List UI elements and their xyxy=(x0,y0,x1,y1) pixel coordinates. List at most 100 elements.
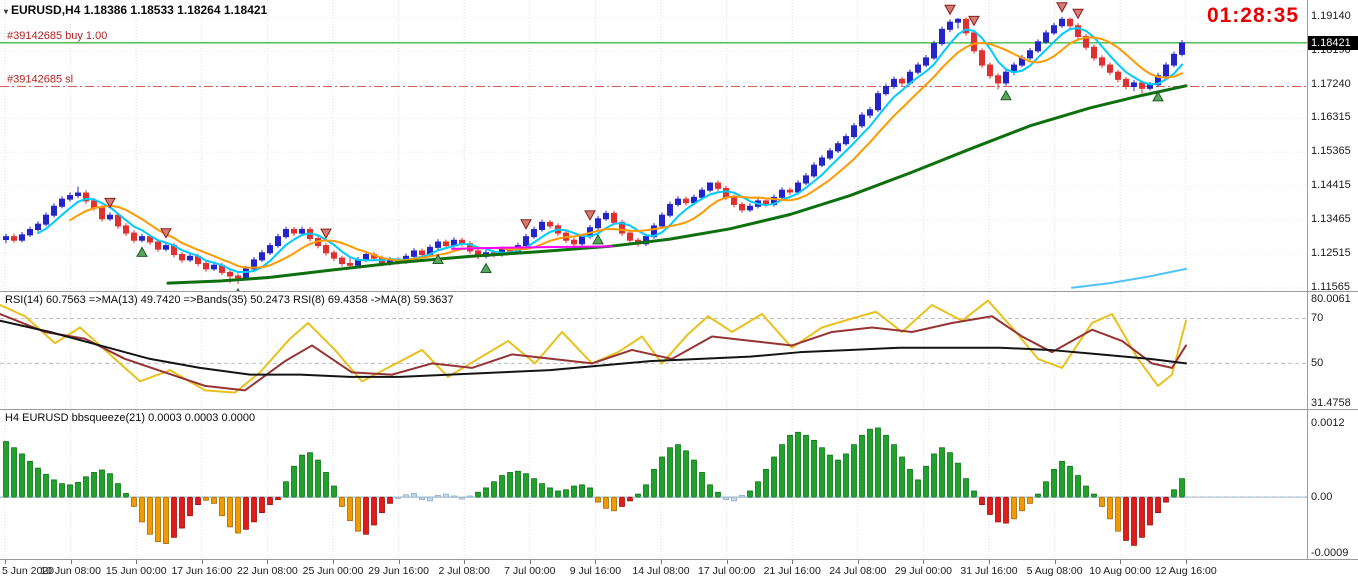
bbsqueeze-indicator-label: H4 EURUSD bbsqueeze(21) 0.0003 0.0003 0.… xyxy=(5,412,256,424)
time-label: 2 Jul 08:00 xyxy=(438,565,490,577)
time-tick xyxy=(595,560,597,564)
buy-signal-arrow-icon xyxy=(480,262,492,273)
sell-signal-arrow-icon xyxy=(1072,8,1084,20)
time-tick xyxy=(857,560,859,564)
sell-signal-arrow-icon xyxy=(968,15,980,27)
time-scale[interactable]: 5 Jun 2020 10 Jun 08:00 15 Jun 00:00 17 Jun… xyxy=(0,560,1358,581)
time-tick xyxy=(464,560,466,564)
time-label: 31 Jul 16:00 xyxy=(960,565,1018,577)
rsi-level-lines xyxy=(0,317,1307,364)
axis-separator xyxy=(0,559,1358,560)
time-label: 12 Aug 16:00 xyxy=(1154,565,1217,577)
buy-signal-arrow-icon xyxy=(236,287,240,291)
chart-symbol-label: EURUSD,H4 xyxy=(11,3,81,17)
time-label: 25 Jun 00:00 xyxy=(302,565,364,577)
time-tick xyxy=(529,560,531,564)
bbsqueeze-scale[interactable]: 0.0012 0.00 -0.0009 xyxy=(1307,410,1358,559)
sell-signal-arrow-icon xyxy=(1056,2,1068,13)
time-label: 24 Jul 08:00 xyxy=(829,565,887,577)
sell-signal-arrow-icon xyxy=(104,197,116,209)
buy-signal-arrow-icon xyxy=(1000,89,1012,101)
current-price-tag: 1.18421 xyxy=(1308,35,1358,50)
time-tick xyxy=(923,560,925,564)
rsi-panel: RSI(14) 60.7563 =>MA(13) 49.7420 =>Bands… xyxy=(0,292,1307,409)
sell-signal-arrow-icon xyxy=(160,228,172,239)
time-label: 15 Jun 00:00 xyxy=(105,565,167,577)
price-label: 1.11565 xyxy=(1311,280,1350,293)
chart-marker-icon: ▾ xyxy=(4,7,9,16)
time-label: 7 Jul 00:00 xyxy=(504,565,556,577)
price-label: 1.12515 xyxy=(1311,246,1351,259)
bbsqueeze-panel: H4 EURUSD bbsqueeze(21) 0.0003 0.0003 0.… xyxy=(0,410,1307,559)
time-label: 17 Jun 16:00 xyxy=(171,565,233,577)
time-label: 29 Jul 00:00 xyxy=(894,565,952,577)
rsi-indicator-label: RSI(14) 60.7563 =>MA(13) 49.7420 =>Bands… xyxy=(5,294,454,306)
rsi-chart-canvas[interactable] xyxy=(0,292,1307,409)
panel-separator[interactable] xyxy=(0,409,1358,410)
buy-signal-arrow-icon xyxy=(432,253,444,265)
ma-fast-cyan xyxy=(37,27,1183,274)
time-tick xyxy=(5,560,6,564)
chart-title: ▾ EURUSD,H4 1.18386 1.18533 1.18264 1.184… xyxy=(4,3,267,17)
price-scale[interactable]: 1.19140 1.18190 1.17240 1.16315 1.15365 1.144… xyxy=(1307,0,1358,293)
mid-magenta-line xyxy=(451,245,613,250)
time-tick xyxy=(333,560,334,564)
rsi-14-darkred xyxy=(0,313,1187,392)
sell-signal-arrow-icon xyxy=(520,219,532,230)
sell-signal-arrow-icon xyxy=(944,4,956,16)
rsi-8-yellow xyxy=(0,299,1187,394)
grid-vlines xyxy=(4,292,1187,409)
order-line-label: #39142685 buy 1.00 xyxy=(7,30,107,42)
rsi-scale-label: 80.0061 xyxy=(1311,293,1351,305)
squeeze-histogram xyxy=(3,427,1185,546)
order-line-label: #39142685 sl xyxy=(7,74,73,86)
candle-countdown-timer: 01:28:35 xyxy=(1206,4,1299,27)
time-tick xyxy=(661,560,662,564)
price-label: 1.14415 xyxy=(1311,179,1351,192)
time-label: 5 Jun 2020 xyxy=(2,565,54,577)
main-chart-canvas[interactable]: #39142685 buy 1.00 #39142685 sl xyxy=(0,0,1307,291)
sell-signal-arrow-icon xyxy=(584,210,596,221)
price-label: 1.15365 xyxy=(1311,145,1351,158)
bbsqueeze-scale-label: 0.0012 xyxy=(1311,416,1345,429)
price-panel: #39142685 buy 1.00 #39142685 sl ▾ EURUSD,H… xyxy=(0,0,1307,291)
time-tick xyxy=(792,560,794,564)
rsi-ma-black xyxy=(0,319,1187,378)
bbsqueeze-scale-label: 0.00 xyxy=(1311,491,1333,504)
rsi-scale-label: 31.4758 xyxy=(1311,397,1351,409)
time-tick xyxy=(136,560,138,564)
lower-cyan-line xyxy=(1071,267,1187,289)
time-label: 10 Jun 08:00 xyxy=(40,565,101,577)
panel-separator[interactable] xyxy=(0,291,1358,292)
time-tick xyxy=(267,560,269,564)
bbsqueeze-chart-canvas[interactable] xyxy=(0,410,1307,559)
buy-order-line[interactable]: #39142685 buy 1.00 xyxy=(0,30,1307,44)
rsi-scale[interactable]: 80.0061 70 50 31.4758 xyxy=(1307,292,1358,409)
time-tick xyxy=(70,560,72,564)
price-label: 1.17240 xyxy=(1311,78,1351,91)
time-tick xyxy=(989,560,990,564)
stop-loss-line[interactable]: #39142685 sl xyxy=(0,74,1307,88)
price-label: 1.19140 xyxy=(1311,10,1351,23)
time-label: 17 Jul 00:00 xyxy=(697,565,756,577)
grid-vlines xyxy=(4,410,1187,559)
time-tick xyxy=(1054,560,1056,564)
price-label: 1.16315 xyxy=(1311,111,1351,124)
bbsqueeze-scale-label: -0.0009 xyxy=(1311,546,1349,559)
buy-signal-arrow-icon xyxy=(1152,90,1164,102)
price-label: 1.13465 xyxy=(1311,213,1351,226)
sell-signal-arrow-icon xyxy=(320,228,332,240)
time-label: 21 Jul 16:00 xyxy=(763,565,821,577)
rsi-scale-label: 50 xyxy=(1311,357,1324,370)
ma-mid-orange xyxy=(69,36,1183,269)
signal-arrows xyxy=(104,2,1164,291)
time-tick xyxy=(1185,560,1187,564)
buy-signal-arrow-icon xyxy=(136,246,148,257)
time-tick xyxy=(1120,560,1122,564)
rsi-scale-label: 70 xyxy=(1311,312,1324,325)
buy-signal-arrow-icon xyxy=(592,233,604,245)
time-label: 9 Jul 16:00 xyxy=(569,565,622,577)
time-label: 22 Jun 08:00 xyxy=(237,565,298,577)
time-label: 10 Aug 00:00 xyxy=(1089,565,1152,577)
